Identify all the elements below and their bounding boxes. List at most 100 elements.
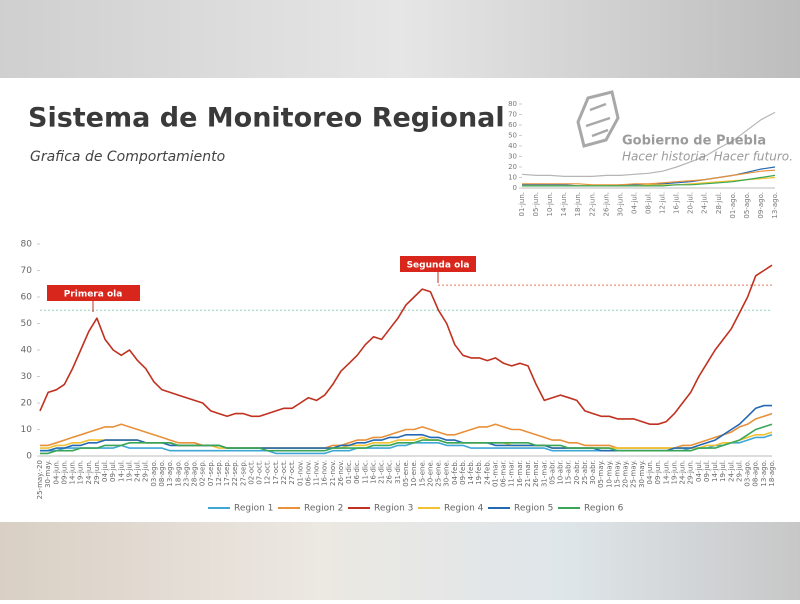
x-tick-label: 05-ene. <box>402 460 410 487</box>
x-tick-label: 19-jul. <box>125 460 133 482</box>
y-tick-label: 0 <box>513 184 517 192</box>
x-tick-label: 30-ene. <box>443 460 451 487</box>
x-tick-label: 01-jun. <box>518 192 526 216</box>
x-tick-label: 18-ago. <box>174 460 182 487</box>
x-tick-label: 20-abr. <box>573 460 581 485</box>
x-tick-label: 19-feb. <box>475 460 483 485</box>
y-tick-label: 30 <box>21 372 33 382</box>
x-tick-label: 12-sep. <box>215 460 223 486</box>
blurred-background <box>0 522 800 600</box>
x-tick-label: 15-ene. <box>418 460 426 487</box>
legend-label: Region 6 <box>584 504 624 514</box>
x-tick-label: 27-oct. <box>288 460 296 485</box>
x-tick-label: 07-sep. <box>207 460 215 486</box>
x-tick-label: 13-ago. <box>771 192 779 219</box>
y-tick-label: 30 <box>508 153 517 161</box>
x-tick-label: 24-jul. <box>134 460 142 482</box>
x-tick-label: 25-may. <box>630 460 638 488</box>
logo-tagline: Hacer historia. Hacer futuro. <box>622 150 793 164</box>
y-tick-label: 40 <box>508 142 517 150</box>
x-tick-label: 09-jun. <box>60 460 68 484</box>
series-line <box>522 174 776 187</box>
x-tick-label: 22-oct. <box>280 460 288 485</box>
x-tick-label: 09-jun. <box>654 460 662 484</box>
x-tick-label: 01-dic. <box>345 460 353 484</box>
x-tick-label: 30-jun. <box>616 192 624 216</box>
x-tick-label: 31-mar. <box>540 460 548 487</box>
x-tick-label: 30-may. <box>44 460 52 488</box>
x-tick-label: 24-jun. <box>679 460 687 484</box>
x-tick-label: 01-mar. <box>491 460 499 487</box>
x-tick-label: 08-jul. <box>645 192 653 214</box>
y-tick-label: 70 <box>21 266 33 276</box>
x-tick-label: 19-jul. <box>719 460 727 482</box>
x-tick-label: 09-jul. <box>703 460 711 482</box>
x-tick-label: 21-dic. <box>378 460 386 484</box>
x-tick-label: 01-ago. <box>729 192 737 219</box>
x-tick-label: 02-oct. <box>247 460 255 485</box>
x-tick-label: 13-ago. <box>166 460 174 487</box>
x-tick-label: 16-nov. <box>321 460 329 486</box>
x-tick-label: 05-abr. <box>548 460 556 485</box>
x-tick-label: 10-jun. <box>546 192 554 216</box>
annotation: Segunda ola <box>400 256 476 283</box>
x-tick-label: 04-jul. <box>630 192 638 214</box>
x-tick-label: 24-jul. <box>701 192 709 214</box>
x-tick-label: 13-ago. <box>760 460 768 487</box>
x-tick-label: 10-ene. <box>410 460 418 487</box>
y-tick-label: 20 <box>21 399 33 409</box>
x-tick-label: 03-ago. <box>150 460 158 487</box>
y-tick-label: 60 <box>508 121 517 129</box>
legend-label: Region 3 <box>374 504 413 514</box>
x-tick-label: 15-abr. <box>565 460 573 485</box>
x-tick-label: 24-jul. <box>727 460 735 482</box>
y-tick-label: 40 <box>21 346 33 356</box>
annotation-text: Segunda ola <box>407 261 470 271</box>
x-tick-label: 04-jul. <box>101 460 109 482</box>
y-tick-label: 10 <box>508 174 517 182</box>
x-tick-label: 04-jul. <box>695 460 703 482</box>
blurred-background <box>0 0 800 78</box>
x-tick-label: 30-abr. <box>589 460 597 485</box>
x-tick-label: 09-feb. <box>459 460 467 485</box>
x-tick-label: 14-feb. <box>467 460 475 485</box>
series-line <box>521 111 776 177</box>
x-tick-label: 17-sep. <box>223 460 231 486</box>
x-tick-label: 14-jun. <box>69 460 77 484</box>
x-tick-label: 22-sep. <box>231 460 239 486</box>
x-tick-label: 17-oct. <box>272 460 280 485</box>
x-tick-label: 16-dic. <box>369 460 377 484</box>
x-tick-label: 25-ene. <box>435 460 443 487</box>
y-tick-label: 60 <box>21 293 33 303</box>
x-tick-label: 09-ago. <box>757 192 765 219</box>
x-tick-label: 12-jul. <box>659 192 667 214</box>
x-tick-label: 04-jun. <box>646 460 654 484</box>
x-tick-label: 09-jul. <box>109 460 117 482</box>
x-tick-label: 05-may. <box>597 460 605 488</box>
x-tick-label: 08-ago. <box>752 460 760 487</box>
x-tick-label: 27-sep. <box>239 460 247 486</box>
x-tick-label: 16-jul. <box>673 192 681 214</box>
x-tick-label: 06-dic. <box>353 460 361 484</box>
annotation-text: Primera ola <box>64 290 123 300</box>
logo-title: Gobierno de Puebla <box>622 134 766 149</box>
x-tick-label: 24-jun. <box>85 460 93 484</box>
y-tick-label: 50 <box>508 132 517 140</box>
title: Sistema de Monitoreo Regional <box>28 103 505 134</box>
x-tick-label: 28-jul. <box>715 192 723 214</box>
x-tick-label: 28-ago. <box>191 460 199 487</box>
x-tick-label: 31-dic. <box>394 460 402 484</box>
subtitle: Grafica de Comportamiento <box>30 149 225 165</box>
x-tick-label: 11-nov. <box>313 460 321 486</box>
y-tick-label: 50 <box>21 319 33 329</box>
x-tick-label: 14-jul. <box>117 460 125 482</box>
x-tick-label: 10-may. <box>605 460 613 488</box>
x-tick-label: 01-nov. <box>296 460 304 486</box>
x-tick-label: 22-jun. <box>588 192 596 216</box>
x-tick-label: 10-abr. <box>557 460 565 485</box>
x-tick-label: 16-mar. <box>516 460 524 487</box>
x-tick-label: 12-oct. <box>264 460 272 485</box>
y-tick-label: 10 <box>21 425 33 435</box>
legend-label: Region 5 <box>514 504 553 514</box>
